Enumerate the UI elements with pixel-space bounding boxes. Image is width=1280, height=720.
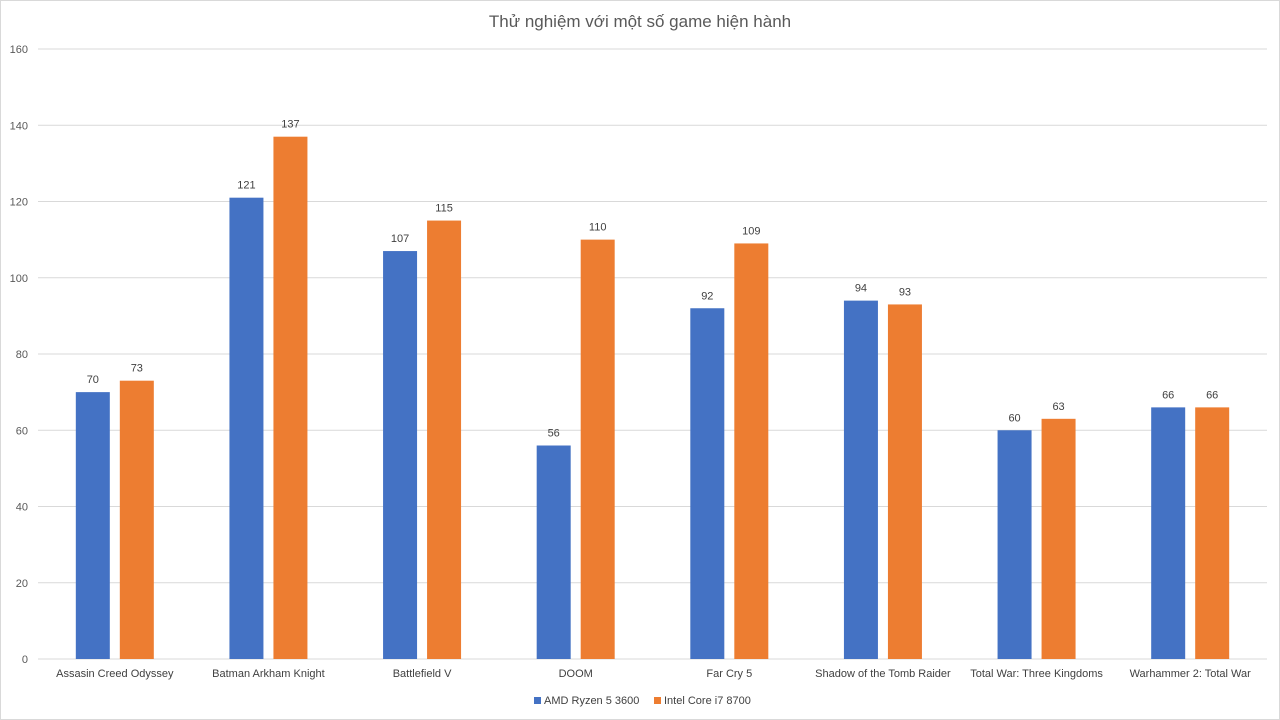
data-label: 60 [1008,412,1020,424]
y-tick-label: 100 [10,273,28,285]
bar-amd [383,251,418,659]
legend: AMD Ryzen 5 3600 Intel Core i7 8700 [534,695,751,707]
data-label: 56 [548,428,560,440]
x-tick-label: Total War: Three Kingdoms [970,668,1103,680]
bar-intel [1195,407,1230,659]
bar-amd [690,308,725,659]
legend-label: Intel Core i7 8700 [664,695,751,707]
data-labels: 70 73 121 137 107 115 56 110 92 109 94 93 60 63 66 66 [87,119,1219,440]
data-label: 93 [899,286,911,298]
bar-intel [1041,418,1076,659]
x-tick-label: Assasin Creed Odyssey [56,668,174,680]
x-tick-label: Batman Arkham Knight [212,668,325,680]
y-tick-label: 120 [10,197,28,209]
y-tick-label: 0 [22,654,28,666]
bar-amd [536,445,571,659]
data-label: 73 [131,363,143,375]
bar-amd [843,300,878,659]
data-label: 92 [701,290,713,302]
bar-intel [734,243,769,659]
x-tick-label: Warhammer 2: Total War [1130,668,1252,680]
bar-amd [75,392,110,659]
x-tick-label: Shadow of the Tomb Raider [815,668,951,680]
x-tick-label: Far Cry 5 [706,668,752,680]
bar-intel [273,136,308,659]
x-tick-label: DOOM [559,668,593,680]
data-label: 137 [281,119,299,131]
x-axis-tick-labels: Assasin Creed Odyssey Batman Arkham Knigh… [56,668,1251,680]
y-axis-tick-labels: 0 20 40 60 80 100 120 140 160 [10,44,28,666]
data-label: 109 [742,225,760,237]
data-label: 63 [1052,401,1064,413]
y-tick-label: 140 [10,120,28,132]
y-tick-label: 160 [10,44,28,56]
legend-swatch [534,697,541,704]
bars [75,136,1230,659]
data-label: 70 [87,374,99,386]
x-tick-label: Battlefield V [393,668,452,680]
legend-label: AMD Ryzen 5 3600 [544,695,639,707]
data-label: 121 [237,180,255,192]
y-tick-label: 20 [16,578,28,590]
data-label: 115 [435,203,453,215]
y-tick-label: 80 [16,349,28,361]
data-label: 107 [391,233,409,245]
bar-intel [887,304,922,659]
data-label: 94 [855,283,867,295]
data-label: 66 [1162,389,1174,401]
data-label: 110 [589,222,607,234]
bar-intel [427,220,462,659]
y-tick-label: 40 [16,502,28,514]
chart-title: Thử nghiệm với một số game hiện hành [489,12,791,31]
bar-amd [1151,407,1186,659]
bar-amd [997,430,1032,659]
y-tick-label: 60 [16,425,28,437]
bar-amd [229,197,264,659]
bar-intel [119,380,154,659]
bar-intel [580,239,615,659]
data-label: 66 [1206,389,1218,401]
legend-swatch [654,697,661,704]
